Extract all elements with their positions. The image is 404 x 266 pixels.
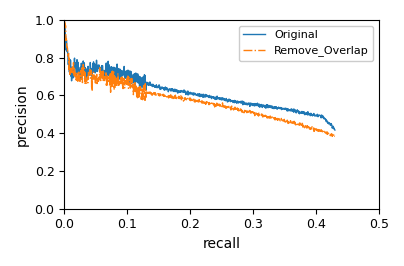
Remove_Overlap [248,109,252,113]
Remove_Overlap [273,116,278,119]
Remove_Overlap [330,135,335,138]
Legend: Original, Remove_Overlap: Original, Remove_Overlap [239,26,373,61]
Line: Original: Original [64,20,335,130]
Remove_Overlap [278,119,283,122]
Original [278,107,283,110]
Original [332,128,337,132]
Original [62,18,67,22]
Remove_Overlap [171,96,176,99]
Remove_Overlap [62,18,67,22]
Original [90,67,95,70]
Original [248,102,252,106]
X-axis label: recall: recall [203,237,241,251]
Original [181,90,186,94]
Original [273,105,278,109]
Remove_Overlap [90,77,95,80]
Y-axis label: precision: precision [15,83,29,146]
Line: Remove_Overlap: Remove_Overlap [64,20,335,136]
Remove_Overlap [332,135,337,138]
Remove_Overlap [181,99,186,103]
Original [171,89,176,92]
